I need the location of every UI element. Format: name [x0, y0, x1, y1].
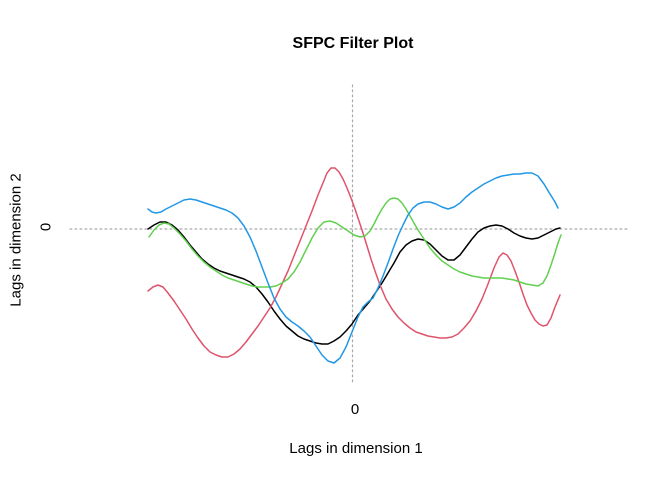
chart-title: SFPC Filter Plot: [292, 35, 414, 52]
series-line-filter-1-black: [147, 221, 561, 345]
x-axis-tick-zero: 0: [350, 401, 360, 418]
series-line-filter-3-green: [148, 197, 562, 288]
x-axis-label: Lags in dimension 1: [289, 440, 423, 457]
series-line-filter-4-blue: [147, 172, 559, 364]
series-line-filter-2-red: [147, 167, 561, 358]
